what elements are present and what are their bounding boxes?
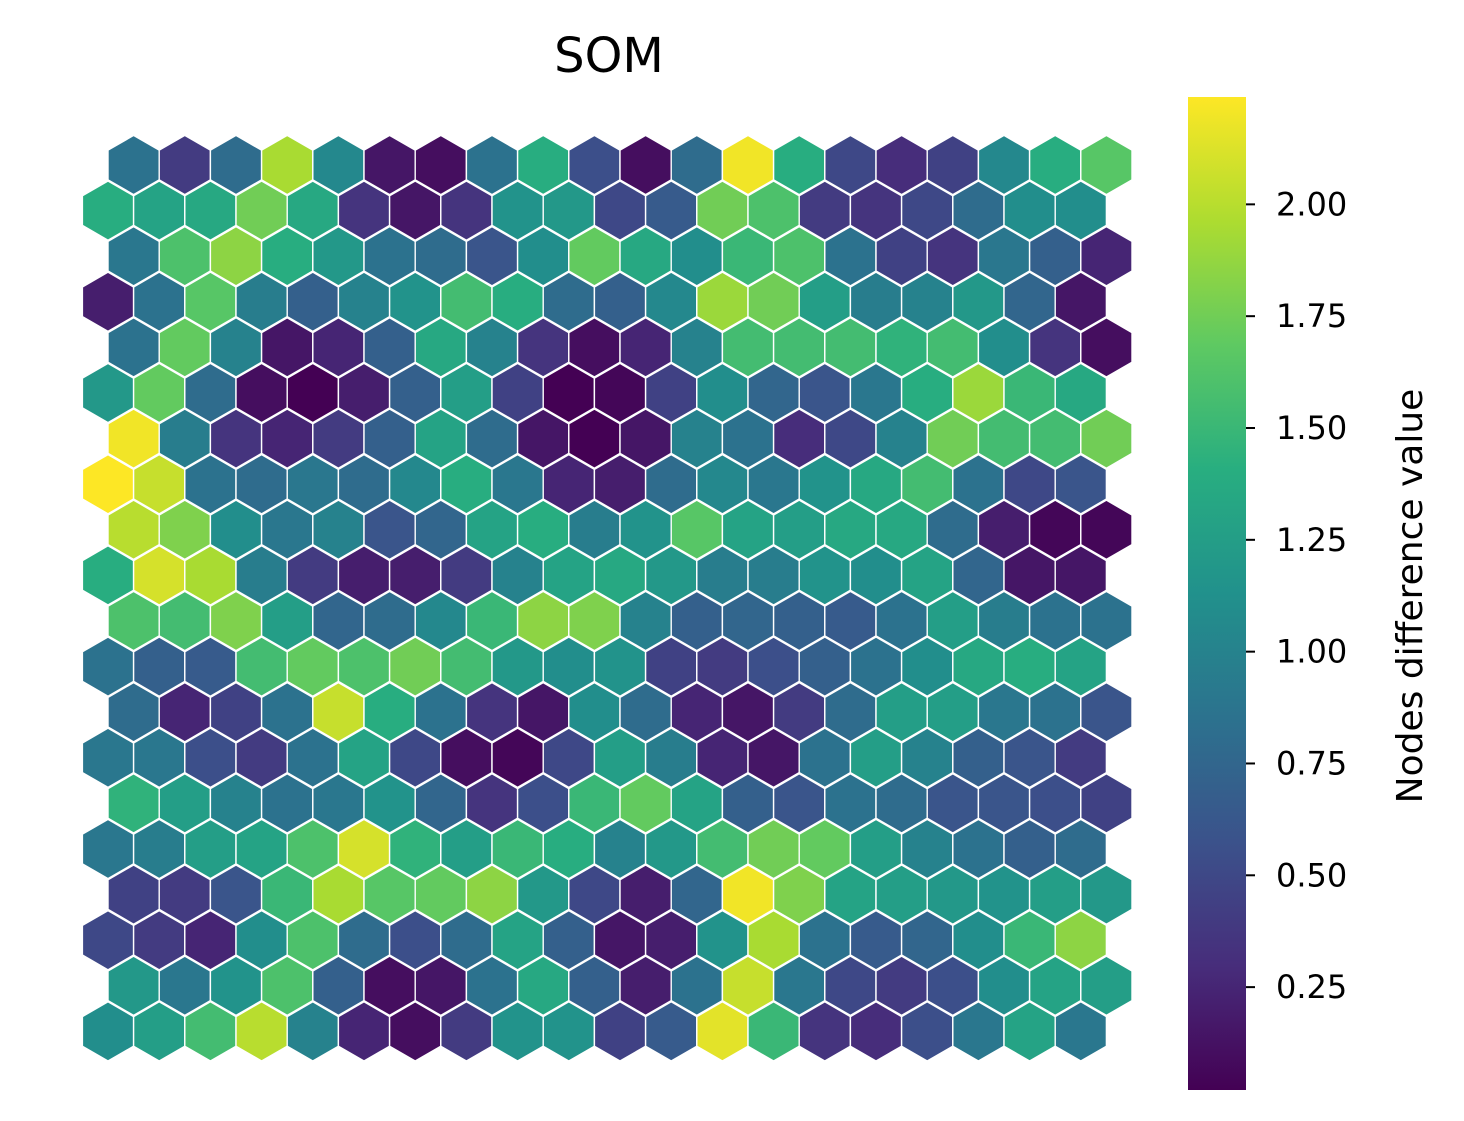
hex-node: [1054, 909, 1108, 971]
hex-node: [1054, 636, 1108, 698]
colorbar-tick-label: 2.00: [1276, 185, 1347, 223]
hex-node: [1054, 180, 1108, 242]
hex-node: [1080, 316, 1133, 378]
hex-node: [1054, 544, 1108, 606]
hex-node: [1054, 818, 1108, 880]
hex-node: [1080, 772, 1133, 834]
colorbar-tick-label: 1.75: [1276, 297, 1347, 335]
hex-node: [1080, 408, 1133, 470]
colorbar-tick-label: 1.00: [1276, 633, 1347, 671]
hex-node: [1080, 864, 1133, 926]
colorbar-tick-label: 0.75: [1276, 744, 1347, 782]
colorbar-gradient: [1188, 97, 1246, 1090]
chart-title: SOM: [554, 28, 664, 84]
hex-node: [1054, 271, 1108, 333]
hex-node: [1080, 134, 1133, 196]
hex-node: [1054, 727, 1108, 789]
colorbar-tick-label: 0.25: [1276, 968, 1347, 1006]
hex-node: [1080, 955, 1133, 1017]
hex-node: [1054, 453, 1108, 515]
colorbar-tick-label: 1.25: [1276, 521, 1347, 559]
hex-node: [1080, 225, 1133, 287]
colorbar-tick-label: 1.50: [1276, 409, 1347, 447]
hex-node: [1080, 681, 1133, 743]
colorbar-label: Nodes difference value: [1390, 389, 1431, 804]
hex-node: [1054, 362, 1108, 424]
colorbar: 0.25 0.50 0.75 1.00 1.25 1.50 1.75 2.00 Nodes d…: [1188, 97, 1431, 1090]
hex-node: [1054, 1000, 1108, 1062]
colorbar-tick-label: 0.50: [1276, 856, 1347, 894]
hex-node: [1080, 590, 1133, 652]
colorbar-ticks: 0.25 0.50 0.75 1.00 1.25 1.50 1.75 2.00: [1246, 185, 1347, 1006]
hex-grid: [81, 134, 1133, 1062]
hex-node: [1080, 499, 1133, 561]
